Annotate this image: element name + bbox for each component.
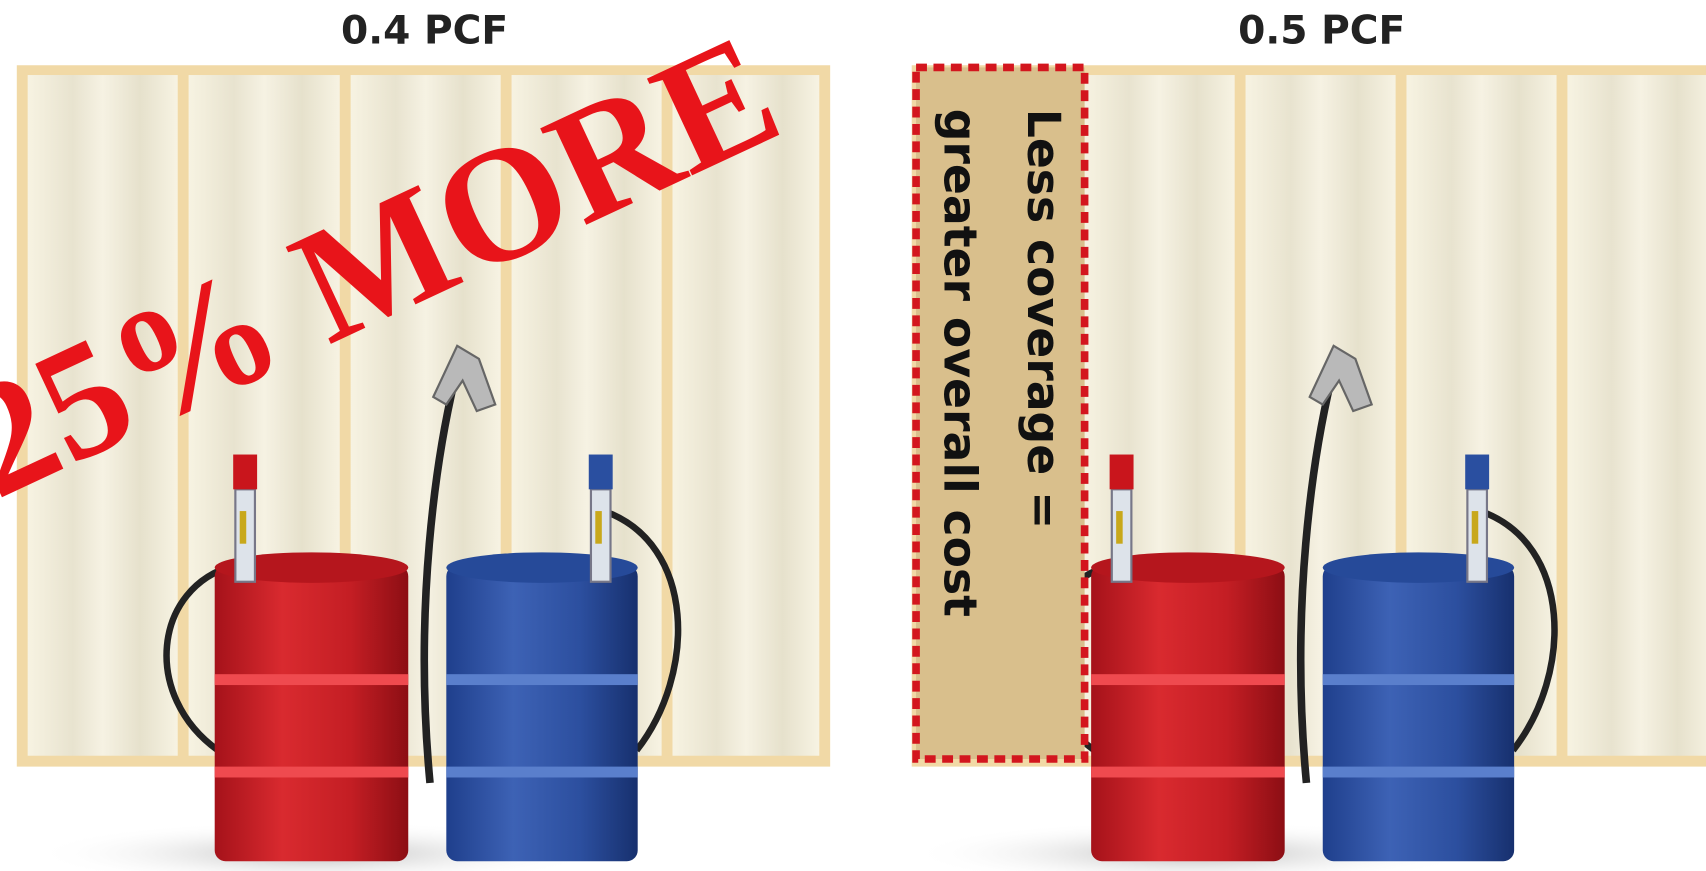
panel-title: 0.4 PCF <box>341 8 508 53</box>
panel-title: 0.5 PCF <box>1238 8 1405 53</box>
callout-line: greater overall cost <box>933 109 986 617</box>
callout: Less coverage = greater overall cost <box>912 63 1089 763</box>
callout-line: Less coverage = <box>1017 109 1070 530</box>
